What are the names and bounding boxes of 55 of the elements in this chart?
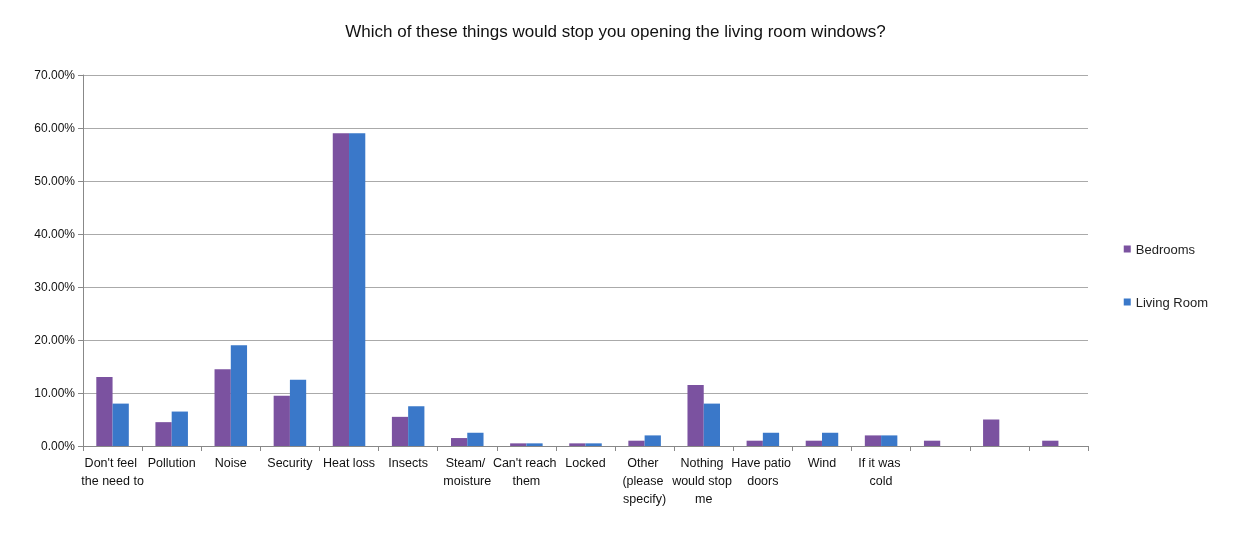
bar — [289, 379, 307, 446]
bar — [214, 369, 231, 446]
chart-title: Which of these things would stop you opening the living room windows? — [345, 22, 886, 41]
bar — [762, 432, 780, 446]
bar — [687, 385, 704, 446]
legend-label: Bedrooms — [1135, 241, 1196, 257]
y-tick-label: 60.00% — [34, 121, 76, 135]
bar — [628, 440, 645, 446]
bar — [746, 440, 763, 446]
bar — [821, 432, 839, 446]
x-tick-label: Don't feel the need to — [81, 456, 144, 488]
bar — [510, 443, 527, 446]
bar — [923, 440, 941, 446]
x-tick-label: Steam/ moisture — [443, 456, 492, 488]
bar — [881, 435, 898, 446]
x-tick-label: Can't reach them — [492, 456, 560, 488]
bar — [585, 443, 602, 446]
y-tick-label: 70.00% — [34, 68, 76, 82]
bar — [703, 403, 720, 446]
bar — [1042, 440, 1059, 446]
legend-label: Living Room — [1135, 294, 1209, 310]
bar — [569, 443, 586, 446]
bar — [391, 416, 409, 446]
bar — [349, 133, 366, 446]
bar — [983, 419, 1000, 446]
bar — [864, 435, 882, 446]
x-tick-label: Other (please specify) — [622, 456, 667, 506]
x-tick-label: If it was cold — [858, 456, 905, 488]
bar — [805, 440, 822, 446]
x-tick-label: Wind — [807, 456, 837, 470]
y-tick-label: 40.00% — [34, 227, 76, 241]
bar — [644, 435, 661, 446]
bar — [467, 432, 484, 446]
bar — [112, 403, 129, 446]
bar — [171, 411, 188, 446]
bar — [526, 443, 543, 446]
bar — [273, 395, 290, 446]
bar — [155, 422, 172, 446]
bar — [230, 345, 248, 446]
x-tick-label: Insects — [388, 456, 428, 470]
y-tick-label: 10.00% — [34, 386, 76, 400]
bar — [451, 438, 468, 446]
x-tick-label: Locked — [565, 456, 606, 470]
y-tick-label: 30.00% — [34, 280, 76, 294]
y-tick-label: 0.00% — [40, 439, 76, 453]
x-tick-label: Security — [267, 456, 314, 470]
bar — [96, 377, 113, 446]
bar — [408, 406, 425, 446]
x-tick-label: Heat loss — [322, 456, 376, 470]
y-tick-label: 50.00% — [34, 174, 76, 188]
x-tick-label: Have patio doors — [731, 456, 795, 488]
y-tick-label: 20.00% — [34, 333, 76, 347]
x-tick-label: Pollution — [147, 456, 196, 470]
x-tick-label: Noise — [214, 456, 247, 470]
bar — [332, 133, 350, 446]
